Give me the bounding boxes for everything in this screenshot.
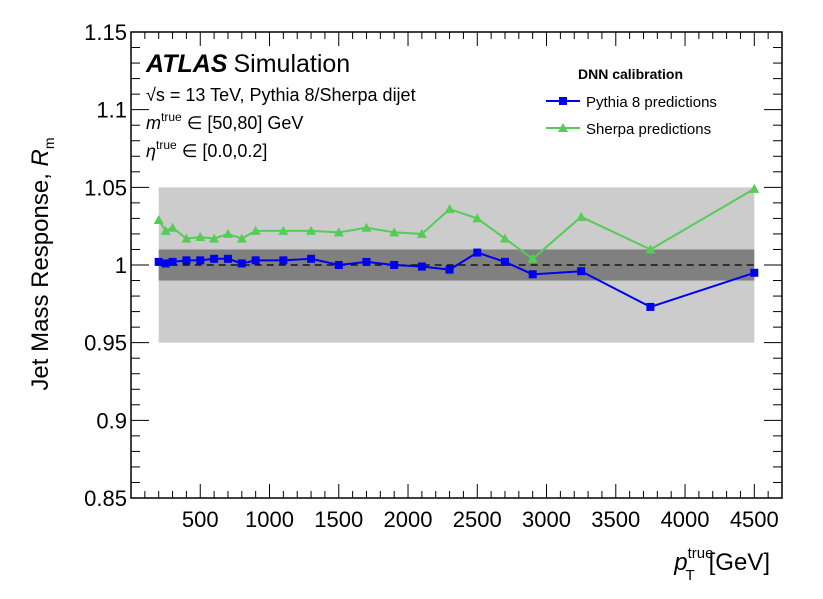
x-tick-label: 2000 xyxy=(384,507,433,532)
sherpa-data-point xyxy=(209,233,220,243)
sherpa-series-line xyxy=(157,188,755,261)
x-tick-label: 2500 xyxy=(453,507,502,532)
legend-title: DNN calibration xyxy=(578,66,683,82)
x-tick-label: 1500 xyxy=(314,507,363,532)
pythia-data-point xyxy=(334,261,343,269)
pythia-data-point xyxy=(161,259,170,268)
pythia-legend-label: Pythia 8 predictions xyxy=(586,94,717,111)
pythia-data-point xyxy=(196,256,205,265)
x-axis: 500 1000 1500 2000 2500 3000 3500 4000 4500 xyxy=(144,32,783,532)
series-layer xyxy=(153,183,760,311)
pythia-series xyxy=(154,248,759,311)
sherpa-data-point xyxy=(645,244,656,254)
sherpa-series xyxy=(153,183,760,263)
legend: DNN calibration Pythia 8 predictions Sher… xyxy=(546,66,717,138)
sherpa-data-point xyxy=(389,227,400,237)
pythia-data-point xyxy=(307,254,316,263)
x-tick-label: 4500 xyxy=(730,507,779,532)
sherpa-data-point xyxy=(749,183,760,193)
pythia-data-point xyxy=(223,254,232,263)
pythia-data-point xyxy=(362,257,371,266)
sherpa-data-point xyxy=(527,253,538,263)
legend-entries: Pythia 8 predictions Sherpa predictions xyxy=(546,94,717,138)
x-axis-label: ptrue T [GeV] xyxy=(673,545,770,584)
pythia-data-point xyxy=(251,256,260,265)
sherpa-legend-label: Sherpa predictions xyxy=(586,121,711,138)
y-tick-label: 1.05 xyxy=(84,175,127,200)
sherpa-data-point xyxy=(416,228,427,238)
pythia-data-point xyxy=(500,257,509,266)
pythia-data-point xyxy=(210,254,219,263)
y-tick-label: 1.15 xyxy=(84,20,127,45)
info-mass-range: mtrue ∈ [50,80] GeV xyxy=(146,110,303,133)
sherpa-data-point xyxy=(195,232,206,242)
x-tick-label: 4000 xyxy=(661,507,710,532)
info-energy: √s = 13 TeV, Pythia 8/Sherpa dijet xyxy=(146,85,416,105)
y-axis: 0.85 0.9 0.95 1 1.05 1.1 1.15 xyxy=(84,20,782,511)
pythia-legend-marker xyxy=(559,97,567,105)
y-tick-label: 0.85 xyxy=(84,486,127,511)
y-tick-label: 1.1 xyxy=(96,98,127,123)
sherpa-data-point xyxy=(278,225,289,235)
sherpa-data-point xyxy=(444,204,455,214)
sherpa-data-point xyxy=(236,233,247,243)
pythia-data-point xyxy=(417,262,426,271)
pythia-data-point xyxy=(182,256,191,265)
pythia-data-point xyxy=(473,248,482,257)
sherpa-data-point xyxy=(499,233,510,243)
info-eta-range: ηtrue ∈ [0.0,0.2] xyxy=(146,138,267,161)
x-tick-label: 1000 xyxy=(245,507,294,532)
pythia-data-point xyxy=(528,270,537,279)
x-tick-label: 3000 xyxy=(522,507,571,532)
x-tick-label: 500 xyxy=(182,507,219,532)
sherpa-data-point xyxy=(576,211,587,221)
pythia-data-point xyxy=(168,257,177,266)
sherpa-data-point xyxy=(181,233,192,243)
sherpa-data-point xyxy=(333,227,344,237)
sherpa-data-point xyxy=(361,222,372,232)
sherpa-data-point xyxy=(472,213,483,223)
pythia-data-point xyxy=(577,267,586,276)
pythia-data-point xyxy=(750,268,759,277)
y-axis-label: Jet Mass Response, Rm xyxy=(27,137,57,390)
pythia-data-point xyxy=(390,261,399,269)
sherpa-data-point xyxy=(160,225,171,235)
y-tick-label: 0.95 xyxy=(84,331,127,356)
y-tick-label: 0.9 xyxy=(96,408,127,433)
pythia-data-point xyxy=(154,257,163,266)
pythia-data-point xyxy=(279,256,288,265)
sherpa-legend-marker xyxy=(558,123,568,132)
pythia-data-point xyxy=(445,265,454,274)
sherpa-data-point xyxy=(222,228,233,238)
sherpa-data-point xyxy=(306,225,317,235)
sherpa-data-point xyxy=(167,222,178,232)
y-tick-label: 1 xyxy=(115,253,127,278)
pythia-data-point xyxy=(646,302,655,311)
x-tick-label: 3500 xyxy=(591,507,640,532)
experiment-label: ATLAS Simulation xyxy=(145,50,350,78)
pythia-series-line xyxy=(158,251,755,309)
pythia-data-point xyxy=(237,259,246,268)
sherpa-data-point xyxy=(250,225,261,235)
sherpa-data-point xyxy=(153,214,164,224)
